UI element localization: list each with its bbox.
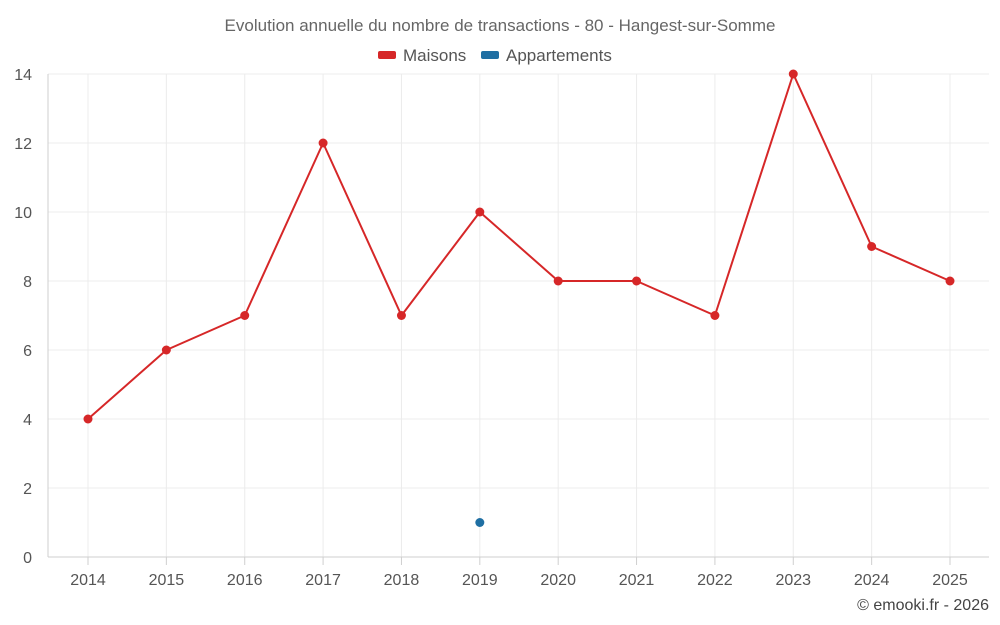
data-point-appartements-2019[interactable] xyxy=(475,518,485,527)
series-maisons xyxy=(83,69,955,424)
x-tick-label-2024: 2024 xyxy=(854,572,890,589)
legend-swatch-maisons xyxy=(378,51,396,59)
credit-text: © emooki.fr - 2026 xyxy=(857,597,989,614)
y-tick-label-6: 6 xyxy=(23,343,32,360)
series-appartements xyxy=(475,518,485,527)
data-point-maisons-2016[interactable] xyxy=(240,311,250,320)
data-point-maisons-2021[interactable] xyxy=(632,276,642,286)
x-tick-label-2023: 2023 xyxy=(775,572,811,589)
data-point-maisons-2025[interactable] xyxy=(945,276,955,286)
data-point-maisons-2022[interactable] xyxy=(710,311,720,320)
x-tick-label-2017: 2017 xyxy=(305,572,341,589)
y-tick-label-2: 2 xyxy=(23,481,32,498)
x-tick-label-2014: 2014 xyxy=(70,572,106,589)
data-point-maisons-2015[interactable] xyxy=(161,345,171,355)
data-point-maisons-2024[interactable] xyxy=(867,242,877,251)
legend-item-maisons[interactable]: Maisons xyxy=(378,46,466,65)
data-point-maisons-2019[interactable] xyxy=(475,207,485,217)
series xyxy=(83,69,955,527)
y-axis: 0 2 4 6 8 10 12 14 xyxy=(14,67,49,567)
data-point-maisons-2017[interactable] xyxy=(318,138,328,148)
data-point-maisons-2014[interactable] xyxy=(83,414,93,424)
x-tick-label-2020: 2020 xyxy=(540,572,576,589)
data-point-maisons-2023[interactable] xyxy=(788,69,798,79)
x-tick-label-2025: 2025 xyxy=(932,572,968,589)
y-tick-label-4: 4 xyxy=(23,412,32,429)
legend-label-maisons: Maisons xyxy=(403,46,466,65)
data-point-maisons-2020[interactable] xyxy=(553,276,563,286)
y-tick-label-14: 14 xyxy=(14,67,32,84)
legend-label-appartements: Appartements xyxy=(506,46,612,65)
y-tick-label-12: 12 xyxy=(14,136,32,153)
series-line-maisons xyxy=(87,73,951,420)
x-tick-label-2015: 2015 xyxy=(149,572,185,589)
legend-swatch-appartements xyxy=(481,51,499,59)
data-point-maisons-2018[interactable] xyxy=(396,311,406,320)
y-tick-label-8: 8 xyxy=(23,274,32,291)
legend-item-appartements[interactable]: Appartements xyxy=(481,46,612,65)
x-tick-label-2021: 2021 xyxy=(619,572,655,589)
x-tick-label-2018: 2018 xyxy=(384,572,420,589)
y-tick-label-0: 0 xyxy=(23,550,32,567)
chart-title: Evolution annuelle du nombre de transact… xyxy=(225,16,776,35)
x-tick-label-2019: 2019 xyxy=(462,572,498,589)
x-tick-label-2016: 2016 xyxy=(227,572,263,589)
grid xyxy=(48,73,989,557)
legend: Maisons Appartements xyxy=(378,46,612,65)
x-tick-label-2022: 2022 xyxy=(697,572,733,589)
y-tick-label-10: 10 xyxy=(14,205,32,222)
x-axis: 2014 2015 2016 2017 2018 2019 2020 2021 2022 2023… xyxy=(48,556,989,589)
